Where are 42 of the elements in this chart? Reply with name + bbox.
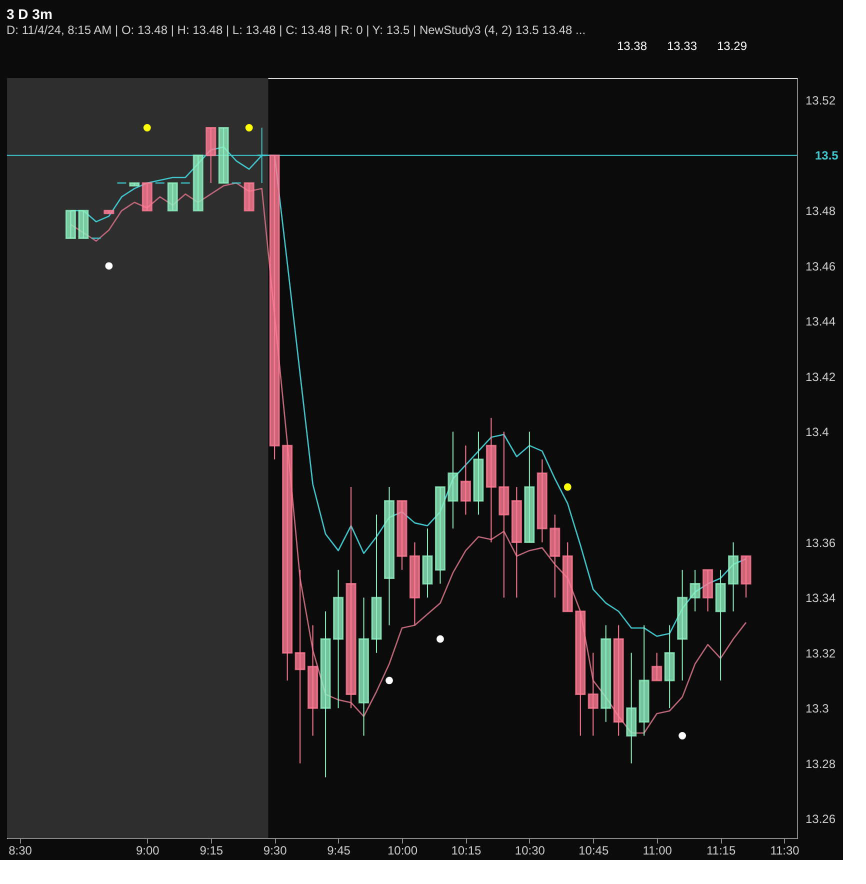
point: [386, 676, 393, 684]
candlestick: [588, 652, 598, 736]
x-tick-label: 11:00: [642, 844, 672, 858]
x-tick-label: 8:30: [8, 844, 32, 858]
chart-subtitle: D: 11/4/24, 8:15 AM | O: 13.48 | H: 13.48 | L: 13.48 | C: 13.48 | R: 0 | Y: 13.5 | NewStudy3 (4, 2) 13.5 13.48 ...: [6, 23, 586, 37]
point: [245, 124, 253, 132]
text: 13.38: [617, 39, 648, 53]
x-tick-label: 11:30: [770, 844, 800, 858]
candlestick: [460, 445, 471, 516]
y-tick-label: 13.3: [806, 702, 830, 716]
ref-line-label: 13.5: [815, 148, 839, 162]
candlestick: [690, 569, 700, 612]
y-tick-label: 13.26: [806, 812, 836, 826]
x-tick-label: 9:00: [136, 844, 160, 858]
point: [143, 124, 151, 132]
text: 13.29: [717, 39, 748, 53]
x-tick-label: 10:45: [578, 844, 609, 858]
x-tick-label: 10:00: [387, 844, 418, 858]
x-tick-label: 9:30: [263, 844, 288, 858]
y-tick-label: 13.52: [806, 94, 836, 108]
x-tick-label: 9:45: [327, 844, 351, 858]
y-tick-label: 13.28: [806, 756, 836, 771]
y-tick-label: 13.46: [806, 259, 836, 274]
y-tick-label: 13.34: [806, 591, 836, 606]
y-tick-label: 13.4: [806, 425, 830, 440]
y-tick-label: 13.32: [806, 646, 836, 660]
y-tick-label: 13.44: [806, 314, 836, 329]
y-tick-label: 13.36: [806, 536, 836, 550]
point: [105, 262, 113, 270]
chart-title: 3 D 3m: [6, 6, 52, 22]
y-tick-label: 13.42: [806, 370, 836, 384]
point: [678, 732, 686, 740]
text: 13.33: [667, 39, 698, 53]
candlestick: [652, 652, 662, 682]
point: [564, 483, 572, 491]
x-tick-label: 10:30: [514, 844, 546, 858]
x-tick-label: 10:15: [451, 844, 482, 858]
x-tick-label: 9:15: [200, 844, 224, 858]
point: [436, 635, 444, 643]
y-tick-label: 13.48: [806, 204, 836, 218]
candlestick: [294, 569, 306, 764]
x-tick-label: 11:15: [706, 844, 736, 858]
